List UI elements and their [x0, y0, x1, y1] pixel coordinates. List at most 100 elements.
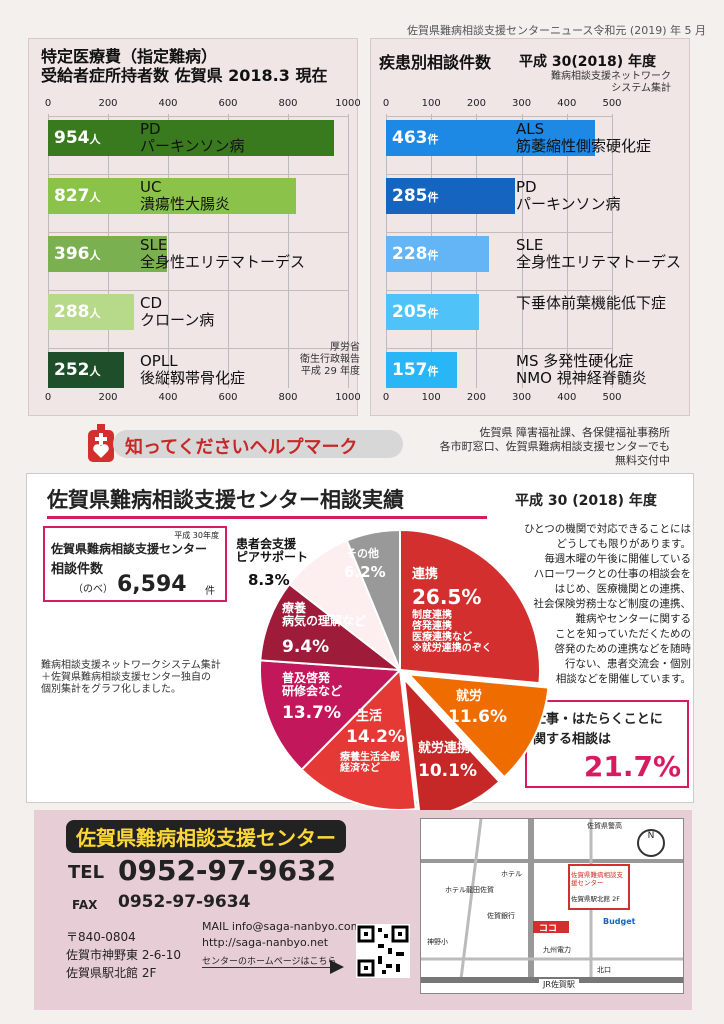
desc-line: ハローワークとの仕事の相談会を — [533, 568, 691, 580]
bar: 252人 — [48, 352, 124, 388]
contact-org-name: 佐賀県難病相談支援センター — [66, 820, 346, 853]
help-mark-title: 知ってくださいヘルプマーク — [125, 437, 358, 458]
bar-category-line1: PD — [516, 178, 537, 196]
bar-category-abbr: PD — [140, 120, 161, 138]
right-source-line1: 難病相談支援ネットワーク — [551, 71, 671, 82]
bar-value: 463件 — [392, 128, 439, 148]
chart-row-divider — [386, 116, 612, 154]
desc-line: ひとつの機関で対応できることには — [523, 523, 691, 535]
left-source-line: 厚労省 — [330, 342, 360, 353]
grid-line — [612, 114, 613, 388]
qr-code[interactable] — [356, 924, 410, 978]
left-chart-title: 特定医療費（指定難病） 受給者症所持者数 佐賀県 2018.3 現在 — [41, 47, 327, 85]
bar-category-name: 全身性エリテマトーデス — [140, 253, 306, 271]
work-box-percent: 21.7% — [583, 750, 681, 783]
pie-label-sonota-line: その他 — [346, 547, 379, 560]
bar-unit: 件 — [427, 191, 439, 204]
axis-tick-label-bottom: 200 — [98, 392, 118, 403]
website-url[interactable]: http://saga-nanbyo.net — [202, 936, 329, 949]
left-source-line: 平成 29 年度 — [300, 366, 360, 377]
desc-line: 相談などを開催しています。 — [555, 673, 691, 685]
right-chart-source: 難病相談支援ネットワーク システム集計 — [521, 71, 671, 95]
axis-tick-label-bottom: 100 — [421, 392, 441, 403]
count-box-line1: 佐賀県難病相談支援センター — [51, 542, 208, 556]
grid-line — [521, 114, 523, 388]
work-box-line2: 関する相談は — [533, 732, 612, 747]
count-box-number: 6,594 — [117, 572, 187, 597]
grid-line — [566, 114, 568, 388]
axis-tick-label-top: 1000 — [335, 98, 361, 109]
desc-line: 啓発のための連携などを随時 — [554, 643, 692, 655]
map-label-budget: Budget — [603, 917, 636, 926]
postal-code: 〒840-0804 — [66, 930, 136, 944]
map-north-icon: N — [637, 829, 665, 857]
grid-line — [228, 114, 229, 388]
bar-category-line2: NMO 視神経脊髄炎 — [516, 369, 647, 387]
chart-row-divider — [48, 290, 348, 328]
pie-label-kanja-line: ピアサポート — [236, 550, 309, 565]
bar: 288人 — [48, 294, 135, 330]
fax-number: 0952-97-9634 — [118, 892, 251, 912]
map-label-jinno-school: 神野小 — [427, 938, 448, 946]
bar-category-label: 下垂体前葉機能低下症 — [516, 295, 666, 312]
count-box: 平成 30年度 佐賀県難病相談支援センター 相談件数 （のべ） 6,594 件 — [43, 526, 227, 602]
pie-label-renkei-sub-line: 啓発連携 — [412, 621, 452, 632]
bar-value: 288人 — [54, 302, 101, 322]
chart-row-divider — [48, 174, 348, 212]
bar-value: 396人 — [54, 244, 101, 264]
bar-category-name: 後縦靱帯骨化症 — [140, 369, 246, 387]
arrow-right-icon — [330, 960, 344, 974]
help-info-line3: 無料交付中 — [615, 454, 670, 467]
axis-tick-label-bottom: 600 — [218, 392, 238, 403]
bar-unit: 件 — [427, 365, 439, 378]
bar: 157件 — [386, 352, 457, 388]
map-label-north-exit: 北口 — [597, 966, 611, 974]
bar-category-name: パーキンソン病 — [140, 137, 245, 155]
pie-label-fukyu-pct-line: 13.7% — [282, 703, 341, 723]
pie-label-fukyu: 普及啓発 研修会など — [282, 671, 342, 698]
pie-label-shurorenkei-pct: 10.1% — [418, 762, 477, 781]
bar: 463件 — [386, 120, 596, 156]
bar-category-label: OPLL 後縦靱帯骨化症 — [140, 353, 245, 387]
axis-tick-label-top: 200 — [466, 98, 486, 109]
map-label-here: ココ — [539, 924, 558, 934]
bar-category-name: 潰瘍性大腸炎 — [140, 195, 231, 213]
chart-row-divider — [48, 348, 348, 386]
bar-value: 157件 — [392, 360, 439, 380]
work-box-line1: 仕事・はたらくことに — [533, 712, 663, 727]
axis-tick-label-top: 0 — [44, 98, 52, 109]
bar-category-line1: 下垂体前葉機能低下症 — [516, 294, 667, 312]
homepage-note: センターのホームページはこちら — [202, 954, 337, 968]
axis-tick-label-bottom: 300 — [512, 392, 532, 403]
map-label-hotel-tatsuta: ホテル龍田佐賀 — [445, 886, 494, 894]
axis-tick-label-top: 800 — [278, 98, 298, 109]
chart-row-divider — [386, 232, 612, 270]
axis-tick-label-top: 500 — [602, 98, 622, 109]
bar-unit: 人 — [89, 307, 101, 320]
bar-unit: 人 — [89, 249, 101, 262]
axis-tick-label-top: 0 — [382, 98, 390, 109]
pie-label-renkei-sub-line: 医療連携など — [412, 632, 472, 643]
count-box-prefix: （のべ） — [73, 584, 113, 595]
results-description: ひとつの機関で対応できることには どうしても限りがあります。 毎週木曜の午後に開… — [457, 522, 691, 687]
axis-tick-label-bottom: 400 — [557, 392, 577, 403]
bar-category-label: PD パーキンソン病 — [516, 179, 621, 213]
pie-label-seikatsu-pct-line: 14.2% — [346, 727, 405, 747]
axis-tick-label-top: 300 — [512, 98, 532, 109]
bar: 285件 — [386, 178, 515, 214]
axis-tick-label-bottom: 200 — [466, 392, 486, 403]
map-label-bank: 佐賀銀行 — [487, 912, 515, 920]
help-info-line2: 各市町窓口、佐賀県難病相談支援センターでも — [439, 440, 670, 453]
bar-category-abbr: CD — [140, 294, 163, 312]
mail-address[interactable]: MAIL info@saga-nanbyo.com — [202, 920, 362, 933]
desc-line: はじめ、医療機関との連携、 — [554, 583, 691, 595]
bar-unit: 件 — [427, 307, 439, 320]
pie-label-sonota: その他 — [346, 547, 379, 560]
pie-label-renkei-pct: 26.5% — [412, 586, 481, 608]
results-note-1: 難病相談支援ネットワークシステム集計 — [41, 660, 221, 671]
bar-category-label: MS 多発性硬化症 NMO 視神経脊髄炎 — [516, 353, 647, 387]
axis-tick-label-top: 400 — [557, 98, 577, 109]
pie-label-renkei-sub: 制度連携 啓発連携 医療連携など ※就労連携のぞく — [412, 610, 492, 654]
address-line1: 佐賀市神野東 2-6-10 — [66, 948, 182, 962]
pie-label-shuro-pct: 11.6% — [448, 708, 507, 727]
